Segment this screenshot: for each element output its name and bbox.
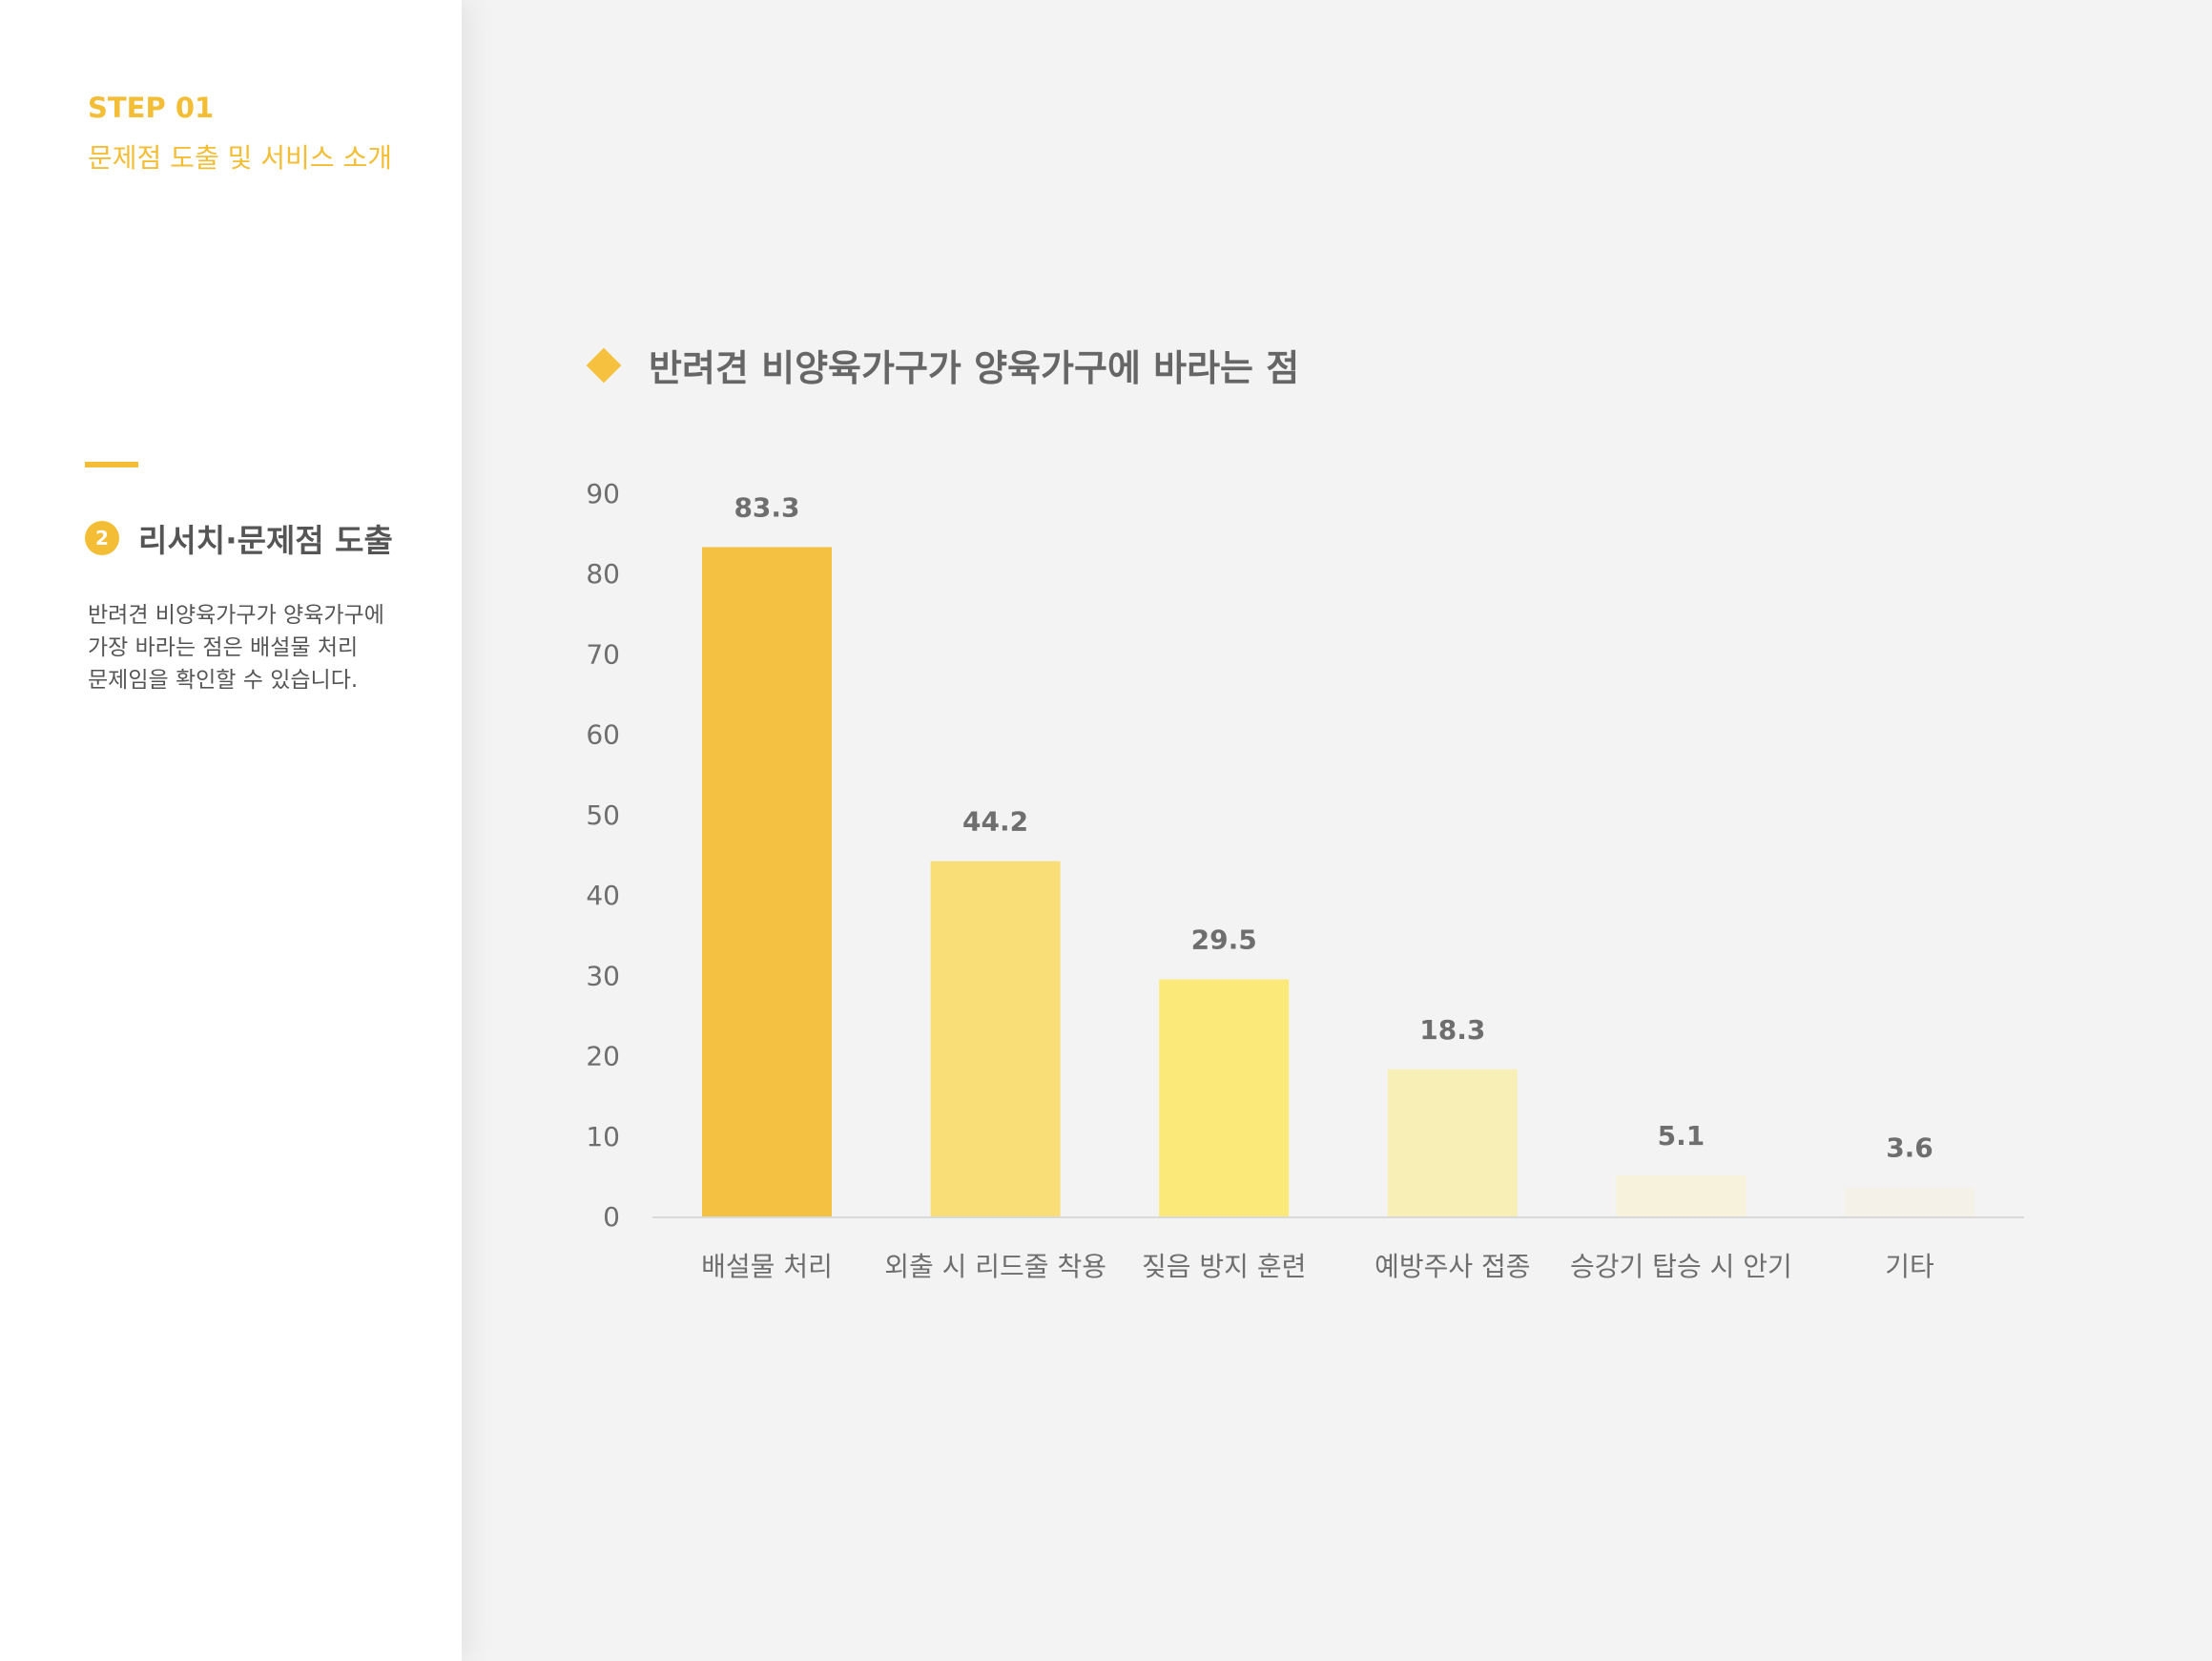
step-label: STEP 01 <box>88 92 215 124</box>
y-tick-label: 70 <box>586 638 620 670</box>
x-tick-label: 예방주사 접종 <box>1375 1251 1530 1282</box>
section-heading: 2 리서치·문제점 도출 <box>85 517 393 559</box>
y-tick-label: 80 <box>586 558 620 590</box>
y-tick-label: 30 <box>586 960 620 991</box>
data-label: 44.2 <box>962 806 1028 838</box>
chart-title: 반려견 비양육가구가 양육가구에 바라는 점 <box>649 347 1300 389</box>
chart-header: 반려견 비양육가구가 양육가구에 바라는 점 <box>586 339 1299 391</box>
y-tick-label: 90 <box>586 478 620 509</box>
data-label: 18.3 <box>1419 1014 1485 1046</box>
section-title: 리서치·문제점 도출 <box>138 522 393 559</box>
description-line: 문제임을 확인할 수 있습니다. <box>88 668 359 693</box>
bar <box>1845 1187 1974 1216</box>
bar <box>1387 1069 1518 1216</box>
x-tick-label: 외출 시 리드줄 착용 <box>884 1251 1106 1282</box>
bar <box>1159 979 1290 1216</box>
data-label: 3.6 <box>1886 1132 1933 1164</box>
y-tick-label: 40 <box>586 880 620 911</box>
description-line: 가장 바라는 점은 배설물 처리 <box>88 635 359 660</box>
y-tick-label: 60 <box>586 719 620 751</box>
data-label: 5.1 <box>1658 1120 1706 1152</box>
bar <box>1616 1175 1747 1216</box>
main-content: 반려견 비양육가구가 양육가구에 바라는 점 0 10 20 30 40 50 60 70 80… <box>462 0 2212 1661</box>
data-label: 29.5 <box>1191 924 1257 956</box>
bar <box>930 861 1061 1216</box>
bar-chart: 0 10 20 30 40 50 60 70 80 90 83.3 배설물 처리 44.2 외출 시 리드… <box>586 478 2024 1282</box>
section-divider <box>85 462 138 467</box>
data-label: 83.3 <box>734 491 799 523</box>
bar <box>702 547 832 1216</box>
x-tick-label: 배설물 처리 <box>701 1251 833 1282</box>
y-tick-label: 50 <box>586 799 620 831</box>
y-tick-label: 10 <box>586 1121 620 1152</box>
x-tick-label: 승강기 탑승 시 안기 <box>1570 1251 1792 1282</box>
step-subtitle: 문제점 도출 및 서비스 소개 <box>88 142 392 174</box>
sidebar: STEP 01 문제점 도출 및 서비스 소개 2 리서치·문제점 도출 반려견… <box>0 0 462 1661</box>
x-tick-label: 짖음 방지 훈련 <box>1142 1251 1306 1282</box>
description-line: 반려견 비양육가구가 양육가구에 <box>88 603 384 628</box>
y-tick-label: 0 <box>603 1201 620 1233</box>
section-description: 반려견 비양육가구가 양육가구에 가장 바라는 점은 배설물 처리 문제임을 확… <box>88 599 450 696</box>
y-tick-label: 20 <box>586 1041 620 1072</box>
x-tick-label: 기타 <box>1885 1251 1934 1282</box>
section-number-badge: 2 <box>85 521 119 555</box>
